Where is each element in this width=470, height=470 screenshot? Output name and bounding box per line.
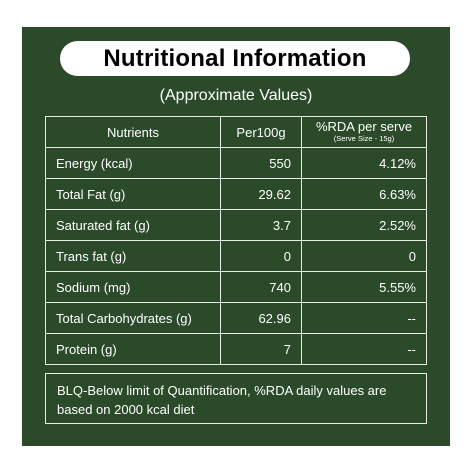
table-row: Trans fat (g) 0 0: [45, 240, 427, 272]
per100g-value: 7: [220, 333, 302, 365]
footnote: BLQ-Below limit of Quantification, %RDA …: [45, 373, 427, 424]
rda-value: 2.52%: [301, 209, 427, 241]
header-rda-label: %RDA per serve: [315, 118, 413, 134]
table-row: Protein (g) 7 --: [45, 333, 427, 365]
header-rda-subtext: (Serve Size - 15g): [333, 133, 395, 143]
table-header-row: Nutrients Per100g %RDA per serve (Serve …: [45, 116, 427, 148]
page-title: Nutritional Information: [103, 44, 367, 72]
rda-value: 5.55%: [301, 271, 427, 303]
rda-value: 0: [301, 240, 427, 272]
table-row: Total Carbohydrates (g) 62.96 --: [45, 302, 427, 334]
nutrient-name: Sodium (mg): [45, 271, 221, 303]
per100g-value: 29.62: [220, 178, 302, 210]
nutrient-name: Total Carbohydrates (g): [45, 302, 221, 334]
table-row: Energy (kcal) 550 4.12%: [45, 147, 427, 179]
nutrient-name: Protein (g): [45, 333, 221, 365]
table-row: Saturated fat (g) 3.7 2.52%: [45, 209, 427, 241]
subtitle: (Approximate Values): [159, 87, 313, 104]
table-row: Sodium (mg) 740 5.55%: [45, 271, 427, 303]
per100g-value: 3.7: [220, 209, 302, 241]
per100g-value: 62.96: [220, 302, 302, 334]
per100g-value: 0: [220, 240, 302, 272]
nutrient-name: Saturated fat (g): [45, 209, 221, 241]
per100g-value: 550: [220, 147, 302, 179]
header-rda: %RDA per serve (Serve Size - 15g): [301, 116, 427, 148]
header-per100g: Per100g: [220, 116, 302, 148]
title-banner: Nutritional Information: [60, 41, 410, 76]
rda-value: 4.12%: [301, 147, 427, 179]
nutrient-name: Total Fat (g): [45, 178, 221, 210]
per100g-value: 740: [220, 271, 302, 303]
rda-value: 6.63%: [301, 178, 427, 210]
nutrient-name: Energy (kcal): [45, 147, 221, 179]
nutrition-table: Nutrients Per100g %RDA per serve (Serve …: [45, 116, 427, 365]
table-row: Total Fat (g) 29.62 6.63%: [45, 178, 427, 210]
rda-value: --: [301, 302, 427, 334]
nutrient-name: Trans fat (g): [45, 240, 221, 272]
rda-value: --: [301, 333, 427, 365]
header-nutrients: Nutrients: [45, 116, 221, 148]
